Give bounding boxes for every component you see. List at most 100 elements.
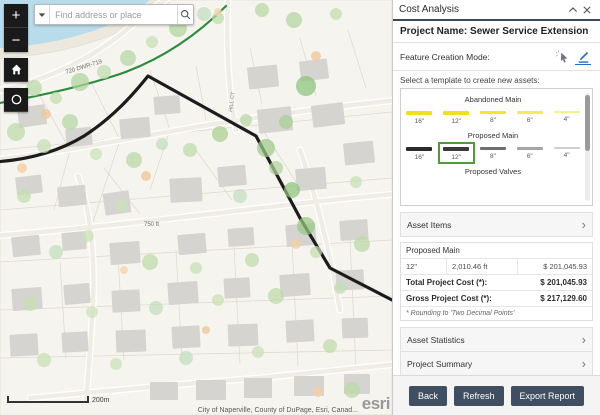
- cost-table-cell: 2,010.46 ft: [447, 259, 518, 274]
- template-caption: 16": [414, 118, 425, 125]
- home-icon: [11, 64, 21, 75]
- refresh-button[interactable]: Refresh: [453, 386, 504, 406]
- cursor-select-icon: [556, 49, 568, 63]
- template-group-title: Proposed Valves: [464, 167, 522, 176]
- feature-creation-mode-label: Feature Creation Mode:: [400, 51, 490, 62]
- total-project-cost-label: Total Project Cost (*):: [406, 278, 488, 287]
- template-swatch: [406, 147, 433, 151]
- section-project-summary-label: Project Summary: [407, 358, 473, 369]
- panel-body: Project Name: Sewer Service Extension Fe…: [393, 21, 600, 375]
- feature-creation-mode-row: Feature Creation Mode:: [393, 43, 600, 71]
- template-item[interactable]: 8": [475, 142, 512, 164]
- scale-bar-label: 200m: [92, 397, 110, 404]
- pencil-edit-icon: [578, 51, 589, 63]
- template-swatch: [553, 111, 580, 113]
- chevron-right-icon: ›: [581, 217, 586, 232]
- template-swatch: [443, 147, 470, 151]
- cost-analysis-panel: Cost Analysis Project Name: Sewer Servic…: [392, 0, 600, 415]
- map-label-street: HILL CT: [228, 91, 237, 113]
- panel-title: Cost Analysis: [399, 4, 460, 15]
- template-swatch: [479, 111, 506, 114]
- template-item[interactable]: 16": [401, 106, 438, 128]
- template-instruction: Select a template to create new assets:: [393, 71, 600, 88]
- map-label-750ft: 750 ft: [144, 222, 159, 228]
- template-caption: 16": [414, 154, 425, 161]
- template-caption: 6": [526, 116, 533, 124]
- total-project-cost-row: Total Project Cost (*): $ 201,045.93: [401, 275, 592, 291]
- scale-bar: 200m: [7, 396, 110, 404]
- search-submit-button[interactable]: [177, 5, 193, 24]
- close-button[interactable]: [580, 3, 594, 17]
- pencil-edit-button[interactable]: [573, 48, 593, 65]
- proposed-main-line: [0, 74, 392, 302]
- zoom-control-group: + −: [4, 4, 28, 52]
- cost-table-row: 12" 2,010.46 ft $ 201,045.93: [401, 259, 592, 275]
- map-canvas[interactable]: 720 DWR-719 750 ft HILL CT + −: [0, 0, 392, 415]
- rounding-note: * Rounding to 'Two Decimal Points': [406, 310, 515, 317]
- cursor-select-button[interactable]: [553, 48, 573, 65]
- scale-bar-line: [7, 396, 89, 403]
- gross-project-cost-row: Gross Project Cost (*): $ 217,129.60: [401, 291, 592, 307]
- template-list[interactable]: Abandoned Main 16" 12" 8" 6" 4" Proposed Main 1…: [401, 89, 585, 205]
- template-swatch: [553, 147, 580, 149]
- gross-project-cost-value: $ 217,129.60: [540, 294, 587, 303]
- template-row: 16" 12" 8" 6" 4": [401, 142, 585, 164]
- template-caption: 4": [563, 116, 570, 123]
- chevron-up-icon: [569, 6, 577, 12]
- template-caption: 8": [490, 117, 496, 124]
- project-name: Project Name: Sewer Service Extension: [393, 21, 600, 43]
- template-item[interactable]: 4": [548, 106, 585, 128]
- cost-table-rows: 12" 2,010.46 ft $ 201,045.93: [401, 259, 592, 275]
- cost-table-cell: $ 201,045.93: [543, 262, 587, 271]
- cost-table: Proposed Main 12" 2,010.46 ft $ 201,045.93…: [400, 242, 593, 321]
- home-button[interactable]: [4, 58, 28, 82]
- template-item[interactable]: 16": [401, 142, 438, 164]
- zoom-out-button[interactable]: −: [4, 28, 28, 52]
- template-caption: 12": [451, 117, 461, 125]
- panel-footer: Back Refresh Export Report: [393, 375, 600, 415]
- close-icon: [583, 6, 591, 13]
- template-caption: 4": [563, 152, 570, 159]
- cost-table-cell: 12": [401, 259, 447, 274]
- chevron-right-icon: ›: [581, 356, 586, 371]
- cost-group-header: Proposed Main: [401, 243, 592, 259]
- template-row: 16" 12" 8" 6" 4": [401, 106, 585, 128]
- template-item[interactable]: 6": [511, 142, 548, 164]
- section-project-summary[interactable]: Project Summary ›: [400, 352, 593, 375]
- total-project-cost-value: $ 201,045.93: [540, 278, 587, 287]
- template-caption: 6": [526, 152, 533, 160]
- template-swatch: [516, 147, 543, 150]
- template-item[interactable]: 12": [437, 142, 475, 164]
- template-item[interactable]: 8": [475, 106, 512, 128]
- map-controls: + −: [4, 4, 28, 112]
- zoom-in-button[interactable]: +: [4, 4, 28, 28]
- section-asset-items[interactable]: Asset Items ›: [400, 212, 593, 237]
- template-group-title: Proposed Main: [467, 131, 519, 140]
- chevron-right-icon: ›: [581, 332, 586, 347]
- template-swatch: [479, 147, 506, 150]
- export-report-button[interactable]: Export Report: [510, 386, 585, 406]
- template-chooser[interactable]: Abandoned Main 16" 12" 8" 6" 4" Proposed Main 1…: [400, 88, 593, 206]
- template-swatch: [406, 111, 433, 115]
- template-swatch: [443, 111, 470, 115]
- gross-project-cost-label: Gross Project Cost (*):: [406, 294, 492, 303]
- template-swatch: [516, 111, 543, 114]
- collapse-button[interactable]: [566, 3, 580, 17]
- search-bar[interactable]: [34, 4, 194, 25]
- template-scrollbar-thumb[interactable]: [585, 95, 590, 151]
- locate-button[interactable]: [4, 88, 28, 112]
- template-item[interactable]: 12": [438, 106, 475, 128]
- panel-header: Cost Analysis: [393, 0, 600, 21]
- section-asset-statistics[interactable]: Asset Statistics ›: [400, 327, 593, 352]
- template-item[interactable]: 4": [548, 142, 585, 164]
- template-group-title: Abandoned Main: [464, 95, 522, 104]
- locate-icon: [11, 94, 21, 105]
- map-graphics: 720 DWR-719 750 ft HILL CT: [0, 0, 392, 415]
- template-item[interactable]: 6": [511, 106, 548, 128]
- search-input[interactable]: [50, 5, 178, 24]
- search-source-dropdown[interactable]: [35, 5, 51, 24]
- template-caption: 8": [490, 153, 496, 160]
- map-attribution: City of Naperville, County of DuPage, Es…: [197, 407, 358, 414]
- back-button[interactable]: Back: [408, 386, 447, 406]
